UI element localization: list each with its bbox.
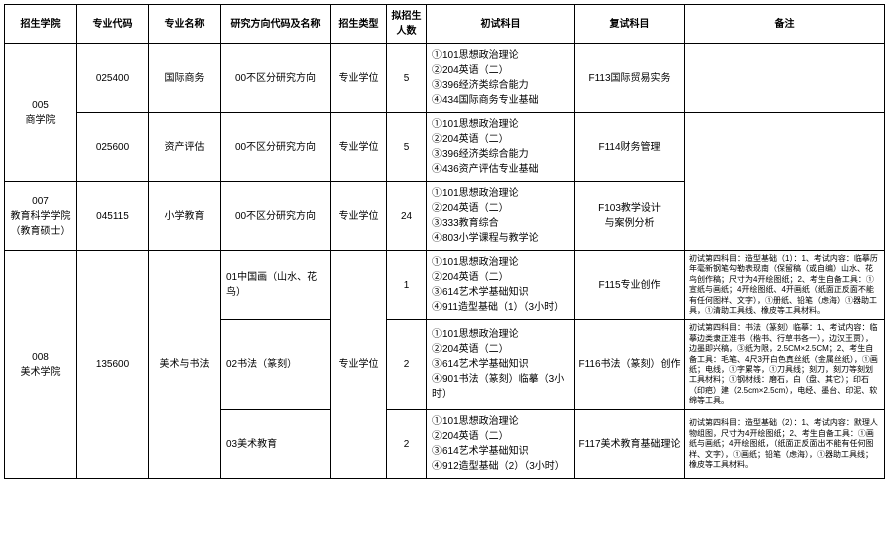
header-prelim: 初试科目 xyxy=(427,5,575,44)
header-direction: 研究方向代码及名称 xyxy=(221,5,331,44)
quota-cell: 24 xyxy=(387,182,427,251)
college-cell: 005商学院 xyxy=(5,44,77,182)
direction-cell: 03美术教育 xyxy=(221,410,331,479)
major-code-cell: 025600 xyxy=(77,113,149,182)
direction-cell: 00不区分研究方向 xyxy=(221,182,331,251)
direction-cell: 02书法（篆刻） xyxy=(221,320,331,410)
header-college: 招生学院 xyxy=(5,5,77,44)
type-cell: 专业学位 xyxy=(331,113,387,182)
major-name-cell: 国际商务 xyxy=(149,44,221,113)
quota-cell: 5 xyxy=(387,44,427,113)
header-notes: 备注 xyxy=(685,5,885,44)
table-row: 008美术学院 135600 美术与书法 01中国画（山水、花鸟） 专业学位 1… xyxy=(5,251,885,320)
header-major-code: 专业代码 xyxy=(77,5,149,44)
table-row: 025600 资产评估 00不区分研究方向 专业学位 5 ①101思想政治理论②… xyxy=(5,113,885,182)
college-cell: 008美术学院 xyxy=(5,251,77,479)
notes-cell: 初试第四科目：造型基础（2）：1、考试内容：默理人物组图，尺寸为4开绘图纸；2、… xyxy=(685,410,885,479)
prelim-cell: ①101思想政治理论②204英语（二）③614艺术学基础知识④901书法（篆刻）… xyxy=(427,320,575,410)
retest-cell: F114财务管理 xyxy=(575,113,685,182)
prelim-cell: ①101思想政治理论②204英语（二）③614艺术学基础知识④912造型基础（2… xyxy=(427,410,575,479)
type-cell: 专业学位 xyxy=(331,182,387,251)
retest-cell: F117美术教育基础理论 xyxy=(575,410,685,479)
major-code-cell: 025400 xyxy=(77,44,149,113)
major-code-cell: 045115 xyxy=(77,182,149,251)
direction-cell: 00不区分研究方向 xyxy=(221,44,331,113)
notes-cell xyxy=(685,113,885,251)
header-quota: 拟招生人数 xyxy=(387,5,427,44)
header-major-name: 专业名称 xyxy=(149,5,221,44)
major-name-cell: 资产评估 xyxy=(149,113,221,182)
retest-cell: F113国际贸易实务 xyxy=(575,44,685,113)
table-row: 005商学院 025400 国际商务 00不区分研究方向 专业学位 5 ①101… xyxy=(5,44,885,113)
admissions-table: 招生学院 专业代码 专业名称 研究方向代码及名称 招生类型 拟招生人数 初试科目… xyxy=(4,4,885,479)
retest-cell: F115专业创作 xyxy=(575,251,685,320)
quota-cell: 2 xyxy=(387,320,427,410)
notes-cell: 初试第四科目：造型基础（1）：1、考试内容：临摹历年毫新钢笔勾勒表现南（保留稿（… xyxy=(685,251,885,320)
retest-cell: F103教学设计与案例分析 xyxy=(575,182,685,251)
major-name-cell: 小学教育 xyxy=(149,182,221,251)
prelim-cell: ①101思想政治理论②204英语（二）③614艺术学基础知识④911造型基础（1… xyxy=(427,251,575,320)
quota-cell: 2 xyxy=(387,410,427,479)
type-cell: 专业学位 xyxy=(331,44,387,113)
prelim-cell: ①101思想政治理论②204英语（二）③396经济类综合能力④436资产评估专业… xyxy=(427,113,575,182)
prelim-cell: ①101思想政治理论②204英语（二）③333教育综合④803小学课程与教学论 xyxy=(427,182,575,251)
notes-cell xyxy=(685,44,885,113)
college-cell: 007教育科学学院（教育硕士） xyxy=(5,182,77,251)
quota-cell: 1 xyxy=(387,251,427,320)
notes-cell: 初试第四科目：书法（篆刻）临摹：1、考试内容：临摹边类隶正准书（楷书、行草书各一… xyxy=(685,320,885,410)
prelim-cell: ①101思想政治理论②204英语（二）③396经济类综合能力④434国际商务专业… xyxy=(427,44,575,113)
direction-cell: 00不区分研究方向 xyxy=(221,113,331,182)
header-retest: 复试科目 xyxy=(575,5,685,44)
major-name-cell: 美术与书法 xyxy=(149,251,221,479)
quota-cell: 5 xyxy=(387,113,427,182)
major-code-cell: 135600 xyxy=(77,251,149,479)
retest-cell: F116书法（篆刻）创作 xyxy=(575,320,685,410)
direction-cell: 01中国画（山水、花鸟） xyxy=(221,251,331,320)
header-type: 招生类型 xyxy=(331,5,387,44)
type-cell: 专业学位 xyxy=(331,251,387,479)
header-row: 招生学院 专业代码 专业名称 研究方向代码及名称 招生类型 拟招生人数 初试科目… xyxy=(5,5,885,44)
